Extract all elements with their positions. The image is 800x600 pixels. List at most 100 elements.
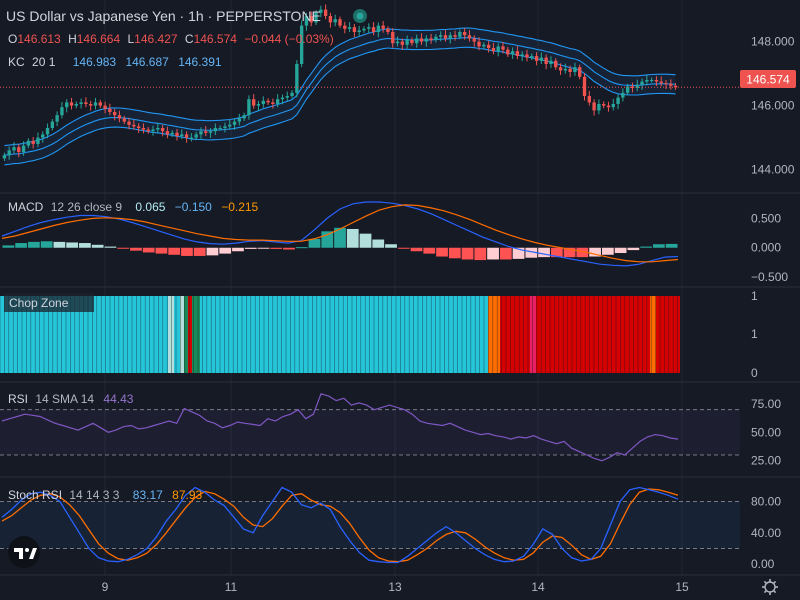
chop-tick-label: 1 xyxy=(751,327,758,341)
candle-body xyxy=(55,115,59,122)
candle-body xyxy=(482,44,486,47)
candle-body xyxy=(467,35,472,39)
candle-body xyxy=(69,102,74,106)
candle-body xyxy=(122,118,126,122)
macd-histogram-bar xyxy=(499,247,512,260)
stoch-rsi-pane[interactable] xyxy=(0,486,740,564)
kc-legend-upper: 146.983 xyxy=(73,55,117,69)
candle-body xyxy=(242,115,246,119)
candle-body xyxy=(156,128,160,130)
candle-body xyxy=(12,147,16,151)
candle-body xyxy=(232,121,237,125)
candle-body xyxy=(271,102,275,104)
candle-body xyxy=(376,25,381,32)
candle-body xyxy=(506,49,510,55)
candle-body xyxy=(357,30,361,32)
candle-body xyxy=(17,147,21,152)
candle-body xyxy=(415,38,419,44)
last-price-badge-text: 146.574 xyxy=(746,73,790,87)
macd-legend-hist: 0.065 xyxy=(135,200,165,214)
stoch-band-fill xyxy=(0,501,740,549)
macd-histogram-bar xyxy=(2,245,15,248)
macd-tick-label: 0.000 xyxy=(751,241,781,255)
candle-body xyxy=(170,132,174,135)
candle-body xyxy=(112,112,117,116)
candle-body xyxy=(554,60,558,68)
tradingview-logo-bg xyxy=(8,536,40,568)
macd-legend[interactable]: MACD 12 26 close 9 0.065 −0.150 −0.215 xyxy=(8,200,259,214)
stoch-legend-params: 14 14 3 3 xyxy=(69,488,119,502)
macd-histogram-bar xyxy=(270,247,283,249)
candle-body xyxy=(477,41,481,47)
candle-body xyxy=(103,105,107,109)
candle-body xyxy=(213,128,218,132)
candle-body xyxy=(2,155,7,159)
macd-histogram-bar xyxy=(474,247,487,261)
candle-body xyxy=(127,121,131,125)
candle-body xyxy=(208,131,213,133)
rsi-pane[interactable] xyxy=(0,393,740,462)
macd-pane[interactable] xyxy=(1,201,679,267)
candle-body xyxy=(160,128,165,132)
tradingview-logo[interactable] xyxy=(8,536,40,568)
candle-body xyxy=(261,100,265,104)
settings-gear-icon[interactable] xyxy=(762,579,778,595)
chart-title[interactable]: US Dollar vs Japanese Yen · 1h · PEPPERS… xyxy=(6,8,321,24)
stoch-legend[interactable]: Stoch RSI 14 14 3 3 83.17 87.93 xyxy=(8,488,202,502)
candle-body xyxy=(472,38,476,42)
candle-body xyxy=(21,145,26,152)
candle-body xyxy=(439,35,443,37)
price-axis[interactable]: 144.000146.000148.0000.5000.000−0.500110… xyxy=(751,35,795,571)
candle-body xyxy=(630,86,635,88)
candle-body xyxy=(501,46,505,50)
candle-body xyxy=(266,100,270,103)
macd-histogram-bar xyxy=(66,242,79,248)
price-tick-label: 146.000 xyxy=(751,99,795,113)
macd-histogram-bar xyxy=(614,247,627,254)
candle-body xyxy=(625,86,630,93)
candle-body xyxy=(50,121,55,128)
macd-histogram-bar xyxy=(181,247,193,256)
candle-body xyxy=(184,134,189,138)
chop-zone-segment xyxy=(180,296,184,373)
chop-legend-name[interactable]: Chop Zone xyxy=(9,296,69,310)
macd-histogram-bar xyxy=(665,243,678,248)
time-tick-label: 13 xyxy=(388,580,402,594)
pane-separators[interactable] xyxy=(0,192,800,576)
macd-histogram-bar xyxy=(168,247,181,255)
chop-zone-pane[interactable] xyxy=(0,296,680,373)
macd-tick-label: 0.500 xyxy=(751,211,781,225)
macd-histogram-bar xyxy=(104,246,117,248)
macd-histogram-bar xyxy=(487,247,499,260)
kc-middle-line xyxy=(4,37,676,156)
candle-body xyxy=(223,126,227,128)
price-pane[interactable] xyxy=(0,4,740,166)
tradingview-logo-dot xyxy=(25,548,29,552)
candle-body xyxy=(602,104,606,106)
time-axis[interactable]: 9 11 13 14 15 xyxy=(102,580,689,594)
rsi-tick-label: 50.00 xyxy=(751,425,781,439)
candle-body xyxy=(410,40,414,44)
macd-histogram-bar xyxy=(142,247,155,253)
candle-body xyxy=(386,28,390,32)
candle-body xyxy=(136,126,141,128)
kc-legend[interactable]: KC 20 1 146.983 146.687 146.391 xyxy=(8,55,222,69)
macd-histogram-bar xyxy=(397,247,410,249)
macd-histogram-bar xyxy=(283,247,295,250)
candle-body xyxy=(496,46,500,52)
candle-body xyxy=(333,19,337,23)
chop-legend-bg xyxy=(4,293,94,312)
candle-body xyxy=(199,131,203,135)
macd-histogram-bar xyxy=(372,239,385,248)
candle-body xyxy=(491,48,496,52)
candle-body xyxy=(606,105,611,108)
chop-zone-segment xyxy=(188,296,192,373)
macd-histogram-bar xyxy=(385,244,397,248)
rsi-legend[interactable]: RSI 14 SMA 14 44.43 xyxy=(8,392,134,406)
candle-body xyxy=(520,54,524,56)
candle-body xyxy=(515,51,520,56)
macd-histogram-bar xyxy=(512,247,525,259)
rsi-legend-name: RSI xyxy=(8,392,28,406)
candle-body xyxy=(328,16,333,23)
